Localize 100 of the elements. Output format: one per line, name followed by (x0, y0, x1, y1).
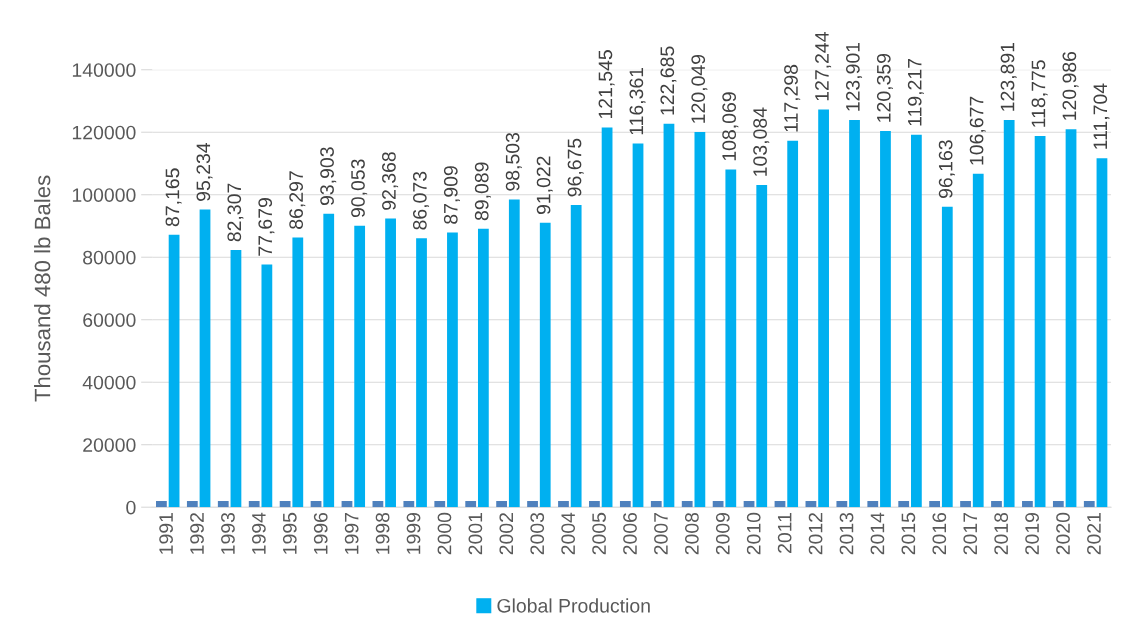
bar (570, 205, 582, 508)
data-label: 96,675 (567, 138, 584, 197)
bar (941, 206, 953, 508)
data-label: 96,163 (938, 140, 955, 198)
bar (601, 127, 613, 508)
data-label: 93,903 (320, 147, 337, 206)
x-tick-label: 2019 (1025, 512, 1039, 555)
x-tick-label: 2005 (592, 512, 606, 555)
bar (496, 500, 508, 508)
x-tick-label: 1998 (375, 512, 390, 554)
data-label: 119,217 (907, 58, 924, 126)
x-tick-label: 1994 (251, 512, 266, 554)
bar (880, 131, 891, 508)
x-tick-label: 2007 (654, 513, 668, 555)
x-tick-label: 2003 (530, 512, 545, 555)
data-label: 90,053 (351, 159, 368, 218)
bar (279, 500, 291, 508)
data-label: 95,234 (196, 142, 213, 201)
bar (929, 500, 941, 508)
bar (477, 228, 489, 508)
bar (372, 500, 384, 508)
data-label: 82,307 (227, 183, 244, 242)
bar (292, 237, 304, 508)
data-label: 92,368 (382, 152, 399, 210)
x-tick-label: 2012 (808, 513, 823, 555)
bar (385, 218, 396, 508)
x-tick-label: 1995 (282, 512, 297, 554)
x-tick-label: 2015 (901, 512, 916, 555)
x-tick-label: 1999 (406, 512, 421, 554)
bar (508, 199, 520, 508)
x-tick-label: 2017 (963, 513, 978, 555)
bar (323, 213, 335, 508)
x-tick-label: 2004 (561, 512, 576, 555)
bar (199, 209, 211, 508)
bar (465, 500, 477, 508)
y-tick-label: 120000 (72, 125, 136, 140)
bar (230, 250, 242, 508)
data-label: 98,503 (505, 132, 522, 191)
x-tick-label: 2001 (468, 513, 483, 555)
bar (168, 234, 180, 508)
bar (1022, 500, 1033, 508)
legend-label: Global Production (497, 598, 650, 613)
bar (898, 500, 910, 508)
bar (712, 500, 724, 508)
bar (694, 132, 706, 508)
bar (867, 500, 879, 508)
bar (787, 140, 799, 508)
bar (805, 500, 817, 508)
bar (341, 500, 353, 508)
bar (756, 185, 768, 508)
x-tick-label: 1992 (190, 513, 204, 554)
data-label: 86,297 (289, 171, 306, 229)
bar (725, 169, 737, 508)
y-tick-label: 20000 (83, 438, 136, 452)
data-label: 127,244 (815, 32, 832, 101)
data-label: 120,986 (1062, 51, 1079, 120)
bar (558, 500, 569, 508)
bar (416, 238, 427, 508)
y-tick-label: 0 (126, 500, 136, 515)
x-tick-label: 2018 (994, 512, 1009, 555)
bar (818, 109, 829, 508)
data-label: 108,069 (722, 92, 739, 161)
bar (619, 500, 631, 508)
data-label: 87,909 (443, 166, 460, 224)
data-label: 111,704 (1093, 83, 1110, 149)
y-tick-label: 80000 (83, 250, 136, 265)
data-label: 122,685 (660, 46, 677, 115)
x-tick-label: 1993 (221, 512, 235, 554)
data-label: 91,022 (536, 156, 553, 215)
x-tick-label: 2020 (1056, 512, 1070, 555)
x-tick-label: 1991 (159, 513, 173, 554)
bar (743, 500, 755, 508)
bar (1083, 500, 1095, 508)
data-label: 103,084 (753, 107, 770, 176)
bar (1065, 129, 1077, 508)
y-axis-title: Thousand 480 lb Bales (34, 175, 51, 402)
x-tick-label: 2014 (870, 512, 885, 555)
x-tick-label: 1996 (313, 512, 328, 554)
x-tick-label: 2011 (777, 513, 792, 553)
bar (849, 120, 860, 508)
x-tick-label: 2006 (623, 512, 637, 555)
bar (248, 500, 260, 508)
bar (910, 134, 922, 508)
x-tick-label: 2008 (684, 512, 699, 555)
bar (156, 500, 167, 508)
data-label: 123,891 (1000, 42, 1017, 111)
data-label: 106,677 (969, 96, 986, 165)
bar (774, 500, 786, 508)
data-label: 77,679 (258, 198, 275, 256)
y-tick-label: 40000 (82, 375, 136, 390)
bar (539, 222, 551, 508)
x-tick-label: 2016 (932, 512, 947, 555)
bar (527, 500, 538, 508)
data-label: 116,361 (629, 67, 646, 135)
data-label: 117,298 (784, 64, 801, 132)
data-label: 123,901 (845, 42, 863, 111)
bar (650, 500, 662, 508)
x-tick-label: 2000 (437, 512, 452, 555)
x-tick-label: 2002 (499, 513, 514, 555)
y-tick-label: 60000 (83, 313, 136, 327)
